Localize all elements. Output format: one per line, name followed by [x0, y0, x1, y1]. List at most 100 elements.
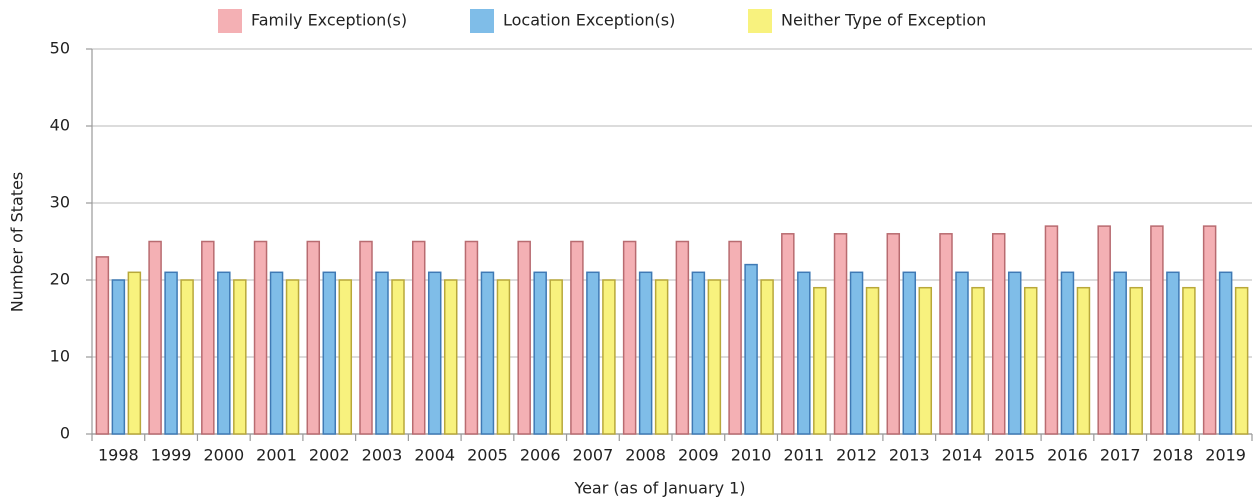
bar	[201, 240, 215, 435]
legend-label: Neither Type of Exception	[781, 11, 986, 30]
bar	[1076, 286, 1091, 435]
x-tick-label: 2018	[1153, 446, 1194, 465]
x-tick-label: 2000	[203, 446, 244, 465]
y-tick-label: 0	[60, 424, 70, 443]
bar	[1023, 286, 1038, 435]
bar	[322, 271, 337, 435]
x-tick-label: 2004	[414, 446, 455, 465]
bar	[586, 271, 600, 435]
x-tick-label: 2001	[256, 446, 297, 465]
bar	[217, 271, 231, 435]
bar	[971, 286, 985, 435]
bar	[1150, 225, 1164, 435]
bar	[148, 240, 162, 435]
bar	[443, 279, 458, 435]
bar	[375, 271, 389, 435]
bar	[427, 271, 442, 435]
bar	[781, 233, 795, 435]
bar	[1044, 225, 1059, 435]
legend-swatch	[218, 9, 242, 33]
x-tick-label: 2019	[1205, 446, 1246, 465]
bar	[111, 279, 126, 435]
bar	[533, 271, 547, 435]
bar	[1060, 271, 1075, 435]
bar	[496, 279, 511, 435]
bar	[411, 240, 426, 435]
x-tick-label: 2008	[625, 446, 666, 465]
bar	[833, 233, 848, 435]
x-tick-label: 2013	[889, 446, 930, 465]
bar	[638, 271, 653, 435]
x-tick-label: 2002	[309, 446, 350, 465]
bar	[1129, 286, 1143, 435]
legend-swatch	[470, 9, 494, 33]
bar	[359, 240, 373, 435]
bar	[707, 279, 722, 435]
bar	[865, 286, 880, 435]
bar	[480, 271, 495, 435]
x-tick-label: 2016	[1047, 446, 1088, 465]
bar	[391, 279, 405, 435]
x-axis-title: Year (as of January 1)	[573, 479, 745, 498]
x-tick-label: 2003	[362, 446, 403, 465]
bar	[728, 240, 742, 435]
bar	[654, 279, 669, 435]
bar	[306, 240, 321, 435]
bar	[675, 240, 690, 435]
bar	[1166, 271, 1180, 435]
bar	[517, 240, 531, 435]
x-tick-label: 2005	[467, 446, 508, 465]
bar	[233, 279, 247, 435]
bar	[180, 279, 194, 435]
bar	[464, 240, 479, 435]
bar	[813, 286, 827, 435]
bar	[849, 271, 864, 435]
x-tick-label: 2014	[942, 446, 983, 465]
bar	[797, 271, 811, 435]
x-tick-label: 2009	[678, 446, 719, 465]
x-tick-label: 2006	[520, 446, 561, 465]
x-tick-label: 2015	[994, 446, 1035, 465]
bar	[691, 271, 706, 435]
bar	[1182, 286, 1196, 435]
bar	[127, 271, 142, 435]
bar	[1113, 271, 1127, 435]
y-tick-label: 10	[50, 347, 70, 366]
bar	[1007, 271, 1022, 435]
bar	[955, 271, 969, 435]
x-tick-label: 2007	[573, 446, 614, 465]
bar	[253, 240, 268, 435]
bar	[918, 286, 933, 435]
y-tick-label: 20	[50, 270, 70, 289]
x-tick-label: 1998	[98, 446, 139, 465]
legend-label: Location Exception(s)	[503, 11, 675, 30]
bar	[939, 233, 953, 435]
y-tick-label: 30	[50, 193, 70, 212]
bar	[1218, 271, 1233, 435]
x-tick-label: 2010	[731, 446, 772, 465]
legend-swatch	[748, 9, 772, 33]
bar	[602, 279, 616, 435]
bar	[269, 271, 284, 435]
bar	[95, 256, 110, 435]
x-tick-label: 2011	[783, 446, 824, 465]
bar	[902, 271, 917, 435]
bar	[622, 240, 637, 435]
x-tick-label: 1999	[151, 446, 192, 465]
bar	[338, 279, 353, 435]
bar	[1234, 286, 1249, 435]
legend-label: Family Exception(s)	[251, 11, 407, 30]
y-tick-label: 40	[50, 116, 70, 135]
bar	[549, 279, 563, 435]
y-axis-title: Number of States	[8, 172, 27, 313]
bar	[991, 233, 1006, 435]
y-tick-label: 50	[50, 39, 70, 58]
x-tick-label: 2012	[836, 446, 877, 465]
bar	[760, 279, 774, 435]
bar	[1097, 225, 1111, 435]
bar	[164, 271, 178, 435]
bar	[1202, 225, 1217, 435]
bar	[886, 233, 901, 435]
bar	[285, 279, 300, 435]
